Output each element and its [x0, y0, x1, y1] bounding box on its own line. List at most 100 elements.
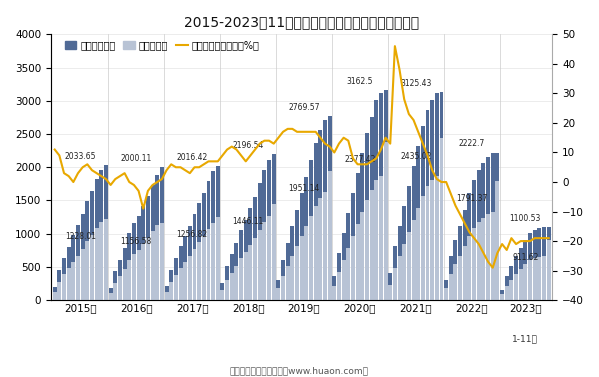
Bar — [249, 245, 252, 300]
Bar — [146, 238, 150, 300]
Bar — [383, 90, 388, 300]
Bar — [444, 288, 448, 300]
Bar — [234, 243, 238, 300]
Bar — [314, 143, 317, 300]
Bar — [486, 214, 490, 300]
Bar — [137, 250, 141, 300]
Bar — [281, 276, 285, 300]
Bar — [430, 180, 434, 300]
Bar — [220, 283, 225, 300]
Bar — [346, 213, 350, 300]
Bar — [537, 228, 541, 300]
Bar — [472, 228, 476, 300]
Bar — [524, 264, 527, 300]
Bar — [547, 239, 550, 300]
Bar — [509, 280, 513, 300]
Bar — [477, 222, 481, 300]
Bar — [132, 254, 136, 300]
Bar — [482, 218, 485, 300]
Bar — [365, 133, 369, 300]
Bar — [165, 286, 168, 300]
Bar — [281, 260, 285, 300]
Bar — [66, 268, 71, 300]
Bar — [108, 288, 113, 300]
Bar — [267, 160, 271, 300]
Text: 2016.42: 2016.42 — [177, 153, 208, 162]
Bar — [90, 191, 94, 300]
Bar — [118, 276, 122, 300]
Bar — [351, 193, 355, 300]
Bar — [291, 227, 294, 300]
Bar — [398, 256, 401, 300]
Bar — [249, 208, 252, 300]
Bar — [216, 217, 220, 300]
Bar — [407, 186, 411, 300]
Bar — [62, 274, 66, 300]
Text: 2033.65: 2033.65 — [65, 152, 96, 161]
Text: 2377.42: 2377.42 — [344, 155, 376, 164]
Bar — [505, 276, 509, 300]
Bar — [332, 286, 336, 300]
Bar — [137, 216, 141, 300]
Bar — [412, 166, 416, 300]
Bar — [425, 186, 429, 300]
Text: 1446.11: 1446.11 — [232, 218, 264, 226]
Bar — [547, 227, 550, 300]
Bar — [416, 146, 420, 300]
Bar — [440, 138, 443, 300]
Bar — [304, 226, 308, 300]
Bar — [108, 293, 113, 300]
Bar — [211, 171, 215, 300]
Bar — [192, 249, 196, 300]
Bar — [318, 130, 322, 300]
Bar — [491, 212, 495, 300]
Bar — [323, 192, 327, 300]
Bar — [500, 294, 504, 300]
Bar — [150, 231, 155, 300]
Text: 2435.02: 2435.02 — [400, 152, 431, 161]
Text: 2000.11: 2000.11 — [120, 154, 152, 163]
Bar — [300, 236, 304, 300]
Bar — [127, 260, 131, 300]
Bar — [123, 269, 126, 300]
Bar — [467, 236, 471, 300]
Bar — [183, 236, 187, 300]
Text: 1951.14: 1951.14 — [288, 184, 320, 193]
Bar — [197, 242, 201, 300]
Bar — [244, 252, 248, 300]
Bar — [76, 225, 80, 300]
Bar — [85, 201, 89, 300]
Bar — [453, 264, 458, 300]
Text: 1156.58: 1156.58 — [120, 237, 152, 245]
Bar — [258, 183, 262, 300]
Text: 制图：华经产业研究院（www.huaon.com）: 制图：华经产业研究院（www.huaon.com） — [230, 366, 369, 375]
Bar — [192, 215, 196, 300]
Bar — [165, 292, 168, 300]
Bar — [435, 93, 439, 300]
Bar — [95, 228, 99, 300]
Bar — [188, 227, 192, 300]
Bar — [323, 120, 327, 300]
Bar — [155, 175, 159, 300]
Bar — [253, 238, 257, 300]
Bar — [356, 173, 359, 300]
Bar — [170, 270, 173, 300]
Bar — [360, 153, 364, 300]
Bar — [374, 180, 378, 300]
Bar — [351, 236, 355, 300]
Text: 2196.54: 2196.54 — [232, 141, 264, 150]
Bar — [160, 167, 164, 300]
Bar — [267, 216, 271, 300]
Bar — [370, 117, 374, 300]
Bar — [346, 248, 350, 300]
Bar — [458, 227, 462, 300]
Bar — [341, 233, 346, 300]
Bar — [463, 210, 467, 300]
Title: 2015-2023年11月贵州省房地产投资额及住宅投资额: 2015-2023年11月贵州省房地产投资额及住宅投资额 — [184, 15, 419, 29]
Bar — [276, 288, 280, 300]
Bar — [383, 142, 388, 300]
Bar — [183, 262, 187, 300]
Bar — [253, 196, 257, 300]
Bar — [202, 236, 206, 300]
Bar — [463, 246, 467, 300]
